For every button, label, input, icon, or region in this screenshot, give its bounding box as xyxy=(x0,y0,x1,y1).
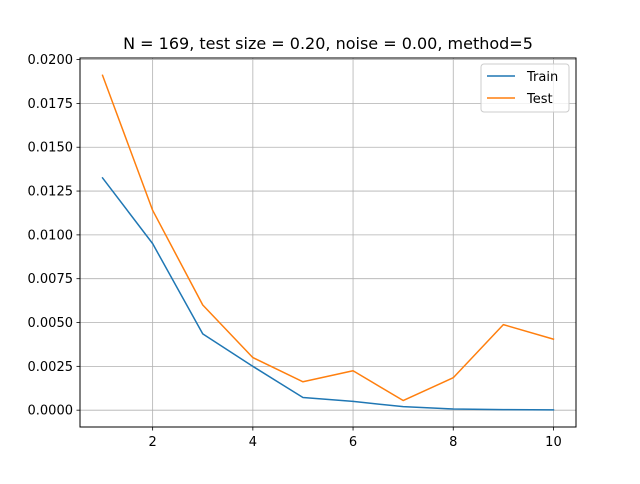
x-tick-label: 4 xyxy=(249,435,257,450)
legend: Train Test xyxy=(480,63,570,113)
x-tick-label: 2 xyxy=(149,435,157,450)
y-axis: 0.0000 0.0025 0.0050 0.0075 0.0100 0.0125 0.01… xyxy=(28,53,80,419)
series-line-test xyxy=(101,74,555,402)
y-tick-label: 0.0075 xyxy=(28,272,74,287)
y-tick-label: 0.0125 xyxy=(28,185,74,200)
plot-frame xyxy=(79,57,577,428)
legend-label-train: Train xyxy=(526,70,558,85)
x-axis: 2 4 6 8 10 xyxy=(149,427,562,450)
chart-title: N = 169, test size = 0.20, noise = 0.00,… xyxy=(123,34,533,53)
grid-lines xyxy=(80,58,576,427)
y-tick-label: 0.0000 xyxy=(28,404,74,419)
x-tick-label: 6 xyxy=(349,435,357,450)
x-tick-label: 10 xyxy=(545,435,562,450)
y-tick-label: 0.0200 xyxy=(28,53,74,68)
y-tick-label: 0.0100 xyxy=(28,228,74,243)
x-tick-label: 8 xyxy=(449,435,457,450)
series-line-train xyxy=(101,176,555,411)
y-tick-label: 0.0050 xyxy=(28,316,74,331)
y-tick-label: 0.0175 xyxy=(28,97,74,112)
series-lines xyxy=(101,74,555,411)
y-tick-label: 0.0025 xyxy=(28,360,74,375)
legend-label-test: Test xyxy=(526,92,553,107)
y-tick-label: 0.0150 xyxy=(28,141,74,156)
